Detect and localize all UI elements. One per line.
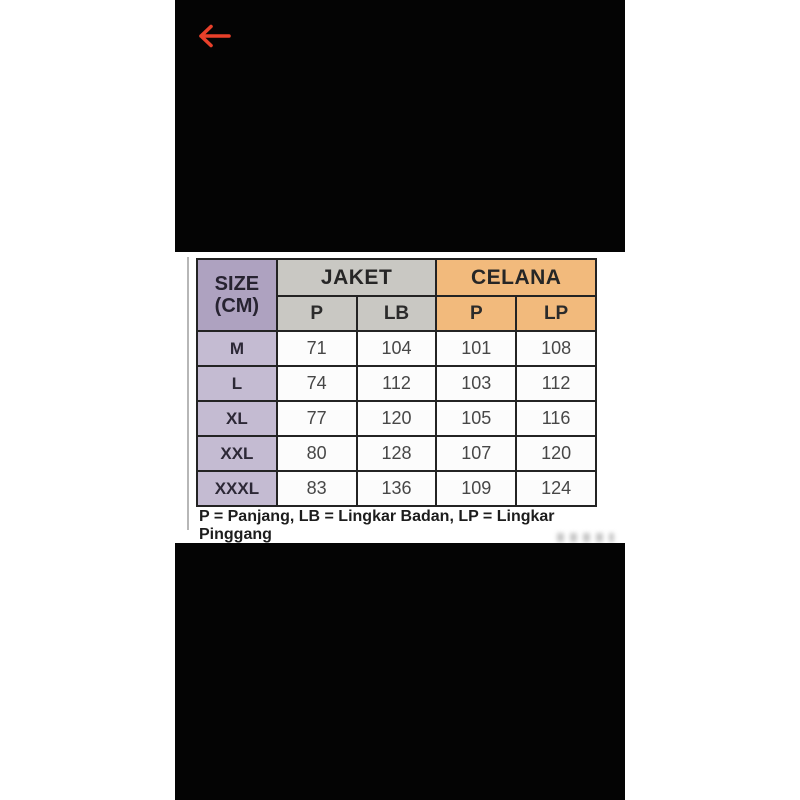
table-cell: 74 <box>275 365 358 402</box>
size-label: L <box>196 365 278 402</box>
table-cell: 80 <box>275 435 358 472</box>
legend-footnote: P = Panjang, LB = Lingkar Badan, LP = Li… <box>199 508 555 543</box>
table-cell: 124 <box>515 470 597 507</box>
table-row-xxxl: XXXL 83 136 109 124 <box>196 470 597 507</box>
group-header-celana: CELANA <box>435 258 597 297</box>
table-row-xxl: XXL 80 128 107 120 <box>196 435 597 472</box>
column-header-celana-p: P <box>435 295 518 332</box>
table-row-m: M 71 104 101 108 <box>196 330 597 367</box>
size-chart-table: SIZE (CM) JAKET CELANA P LB P LP M 71 10… <box>196 258 597 507</box>
table-cell: 83 <box>275 470 358 507</box>
cropped-text-artifact <box>557 533 614 542</box>
table-cell: 101 <box>435 330 518 367</box>
table-cell: 108 <box>515 330 597 367</box>
table-cell: 109 <box>435 470 518 507</box>
column-header-jaket-p: P <box>275 295 358 332</box>
table-header-row-groups: SIZE (CM) JAKET CELANA <box>196 258 597 332</box>
table-header-row-columns: P LB P LP <box>197 295 597 332</box>
back-button[interactable] <box>195 20 235 52</box>
table-cell: 107 <box>435 435 518 472</box>
size-label: XL <box>196 400 278 437</box>
arrow-left-icon <box>199 24 231 48</box>
table-cell: 120 <box>355 400 438 437</box>
table-cell: 103 <box>435 365 518 402</box>
table-cell: 77 <box>275 400 358 437</box>
table-cell: 136 <box>355 470 438 507</box>
size-label: XXL <box>196 435 278 472</box>
table-cell: 112 <box>515 365 597 402</box>
table-cell: 104 <box>355 330 438 367</box>
group-header-jaket: JAKET <box>275 258 438 297</box>
letterbox-bottom <box>175 543 625 800</box>
table-row-l: L 74 112 103 112 <box>196 365 597 402</box>
table-cell: 112 <box>355 365 438 402</box>
letterbox-top <box>175 0 625 252</box>
size-cm-header-line1: SIZE <box>214 272 260 295</box>
table-cell: 105 <box>435 400 518 437</box>
size-label: M <box>196 330 278 367</box>
column-header-celana-lp: LP <box>515 295 597 332</box>
column-header-jaket-lb: LB <box>355 295 438 332</box>
scan-line-artifact <box>187 257 189 530</box>
size-cm-header: SIZE (CM) <box>196 258 278 332</box>
size-label: XXXL <box>196 470 278 507</box>
table-cell: 120 <box>515 435 597 472</box>
table-cell: 71 <box>275 330 358 367</box>
table-cell: 128 <box>355 435 438 472</box>
size-cm-header-line2: (CM) <box>214 295 260 317</box>
table-cell: 116 <box>515 400 597 437</box>
table-row-xl: XL 77 120 105 116 <box>196 400 597 437</box>
